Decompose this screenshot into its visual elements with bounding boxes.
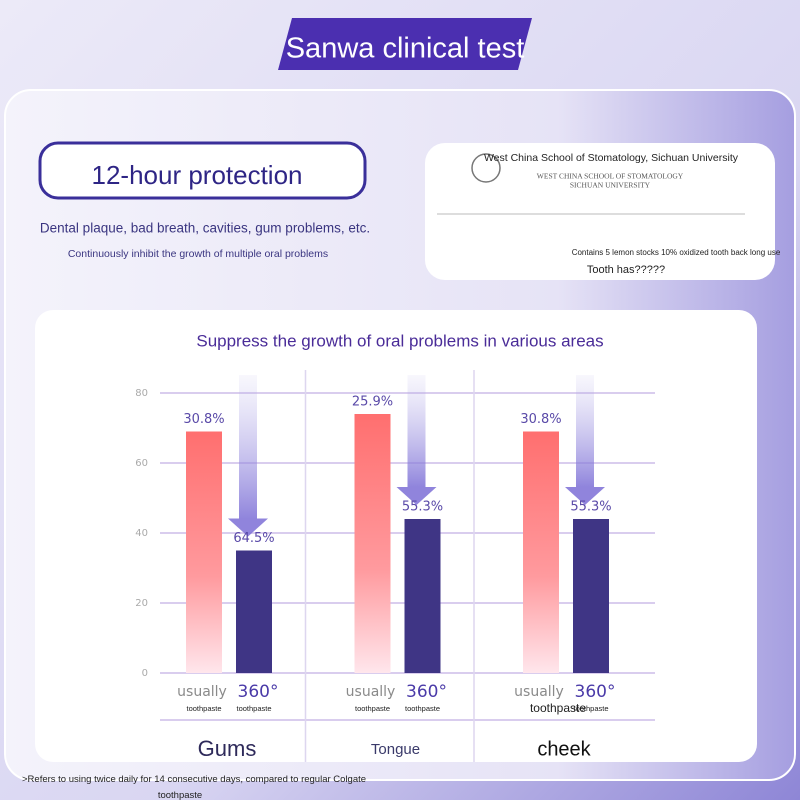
intro-line: Dental plaque, bad breath, cavities, gum… [40,221,370,236]
certificate-text: WEST CHINA SCHOOL OF STOMATOLOGY [537,172,684,181]
heading-pill [38,141,367,200]
footnote: >Refers to using twice daily for 14 cons… [22,774,366,800]
bar-annotation: 25.9% [352,395,393,410]
arrow-shaft [576,375,594,487]
bar-annotation: 55.3% [570,500,611,515]
x-tick-label: Gums [198,736,257,761]
bar [523,431,559,673]
certificate-note: Contains 5 lemon stocks 10% oxidized too… [572,248,781,257]
arrow-head [228,518,268,537]
x-tick-label: cheek [537,738,591,760]
legend-sublabel: toothpaste [573,704,608,713]
y-tick-label: 80 [135,388,148,399]
title-banner [278,18,532,70]
legend-label: 360° [406,682,447,702]
chart-title: Suppress the growth of oral problems in … [196,331,603,350]
y-tick-label: 20 [135,598,148,609]
legend-label: 360° [238,682,279,702]
intro-line: Continuously inhibit the growth of multi… [68,248,328,260]
bar [186,431,222,673]
certificate-text: SICHUAN UNIVERSITY [570,181,651,190]
legend-sublabel: toothpaste [405,704,440,713]
x-tick-label: Tongue [371,741,420,758]
arrow-head [396,487,437,505]
legend-sublabel: toothpaste [236,704,271,713]
certificate-card [425,143,775,280]
arrow-shaft [407,375,426,487]
chart: 02040608030.8%usuallytoothpaste64.5%360°… [135,370,655,762]
arrow-head [565,487,605,505]
certificate-text: West China School of Stomatology, Sichua… [484,152,739,164]
intro-heading: 12-hour protection [91,160,302,190]
certificate-note: Tooth has????? [587,264,665,276]
seal-icon [471,153,501,183]
legend-sublabel: toothpaste [355,704,390,713]
bar-annotation: 30.8% [520,412,561,427]
bar [404,519,441,673]
bar-annotation: 55.3% [402,500,443,515]
legend-label: usually [514,684,564,700]
page-title: Sanwa clinical test [286,33,525,65]
bar [236,550,272,673]
y-tick-label: 40 [135,528,148,539]
y-tick-label: 0 [142,668,148,679]
legend-sublabel: toothpaste [186,704,221,713]
y-tick-label: 60 [135,458,148,469]
bar [573,519,609,673]
bar-annotation: 30.8% [183,412,224,427]
legend-label: usually [177,684,227,700]
legend-sublabel: toothpaste [530,701,586,715]
legend-label: 360° [575,682,616,702]
bar [354,414,391,673]
arrow-shaft [239,375,257,519]
legend-label: usually [346,684,396,700]
bar-annotation: 64.5% [233,531,274,546]
